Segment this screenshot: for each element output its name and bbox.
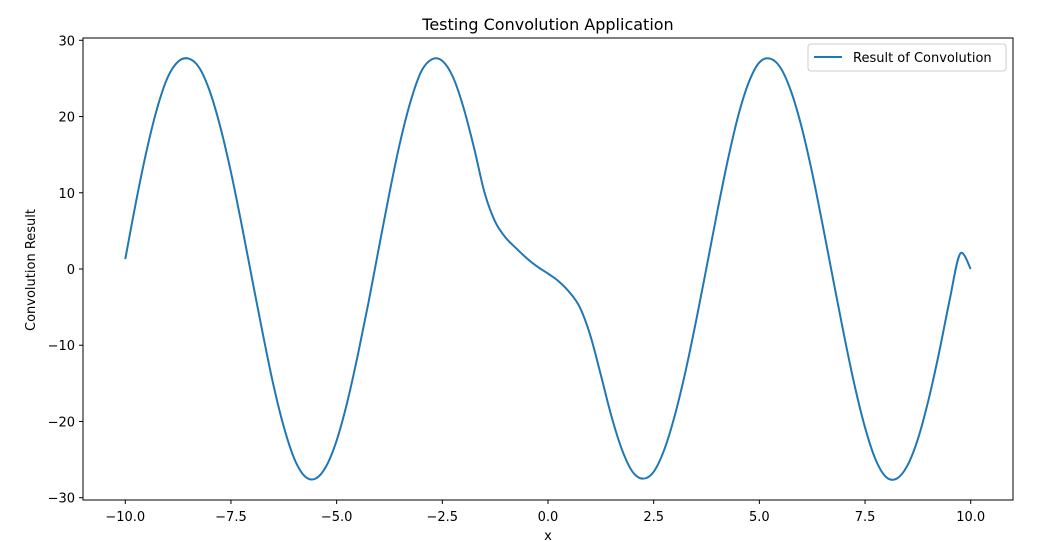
x-tick-label: 5.0: [749, 510, 770, 525]
plot-area: [82, 37, 1014, 501]
x-tick-label: −7.5: [215, 510, 247, 525]
y-axis: 30 20 10 0 −10 −20 −30: [48, 34, 83, 507]
x-tick-label: 7.5: [855, 510, 876, 525]
chart-title: Testing Convolution Application: [421, 15, 673, 34]
x-tick-label: −2.5: [427, 510, 459, 525]
x-tick-label: 2.5: [643, 510, 664, 525]
legend-box: [807, 43, 1007, 72]
series-group: [124, 57, 972, 481]
y-tick-label: −20: [48, 415, 75, 430]
x-axis: −10.0 −7.5 −5.0 −2.5 0.0 2.5 5.0 7.5 10.0: [105, 500, 985, 525]
legend-entry-label: Result of Convolution: [853, 51, 992, 66]
legend: Result of Convolution: [807, 43, 1007, 72]
y-tick-label: 30: [58, 34, 75, 49]
series-line-result-of-convolution: [124, 57, 972, 481]
x-axis-label: x: [544, 529, 552, 542]
y-tick-label: −30: [48, 492, 75, 507]
axes-frame: [82, 37, 1014, 501]
y-tick-label: −10: [48, 339, 75, 354]
x-tick-label: −5.0: [321, 510, 353, 525]
y-tick-label: 20: [58, 111, 75, 126]
x-tick-label: −10.0: [105, 510, 145, 525]
y-tick-label: 10: [58, 187, 75, 202]
y-tick-label: 0: [67, 263, 75, 278]
x-tick-label: 0.0: [538, 510, 559, 525]
x-tick-label: 10.0: [956, 510, 985, 525]
y-axis-label: Convolution Result: [24, 209, 39, 331]
